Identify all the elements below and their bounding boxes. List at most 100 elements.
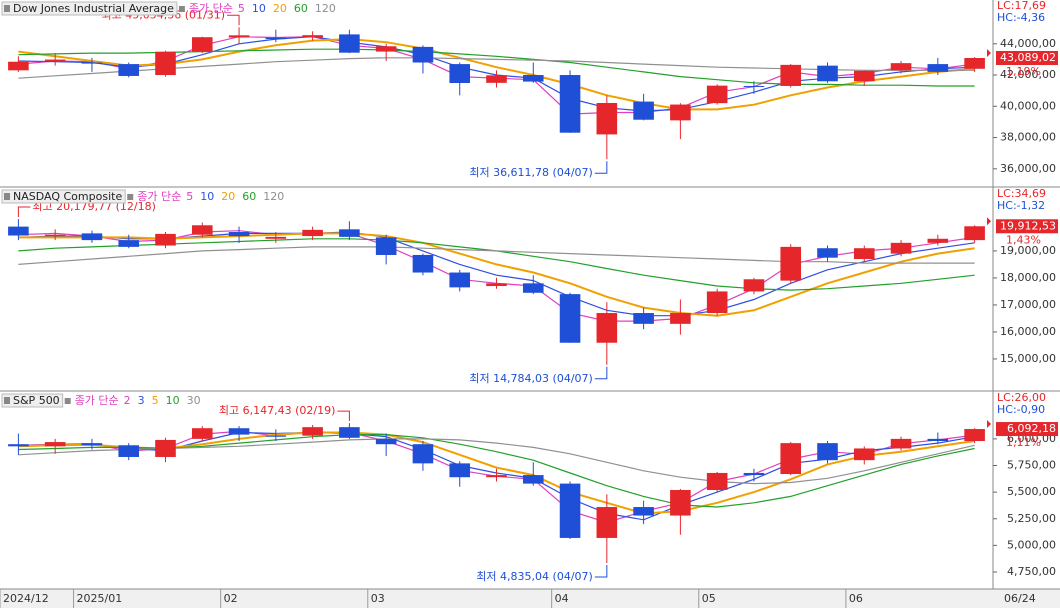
low-arrow: [594, 161, 608, 174]
candle-body: [853, 448, 875, 461]
panel-title: S&P 500: [13, 394, 60, 407]
candle-body: [81, 62, 103, 64]
low-annotation: 최저 36,611,78 (04/07): [469, 166, 593, 179]
candle-body: [780, 64, 802, 86]
last-marker: [987, 49, 991, 58]
candle-body: [559, 483, 581, 538]
candle-body: [302, 229, 323, 237]
last-price-label: 43,089,02: [1000, 51, 1056, 64]
last-marker: [987, 420, 991, 429]
low-arrow: [594, 366, 608, 380]
candle-body: [8, 61, 29, 71]
candle-body: [743, 279, 765, 292]
candle-body: [522, 75, 544, 82]
candle-body: [522, 475, 544, 484]
candle-body: [817, 443, 838, 461]
y-tick-label: 40,000,00: [1000, 99, 1056, 112]
y-tick-label: 5,000,00: [1007, 538, 1056, 551]
candle-body: [412, 46, 434, 63]
legend-entry: 5: [152, 394, 159, 407]
lc-label: LC:17,69: [997, 0, 1046, 12]
candle-body: [522, 283, 544, 293]
low-annotation: 최저 14,784,03 (04/07): [469, 372, 593, 385]
candle-body: [375, 237, 397, 255]
legend-entry: 3: [138, 394, 145, 407]
legend-entry: 120: [263, 190, 284, 203]
y-tick-label: 16,000,00: [1000, 325, 1056, 338]
high-arrow: [337, 410, 350, 422]
candle-body: [118, 64, 140, 76]
legend-icon: [127, 194, 134, 200]
candle-body: [228, 35, 250, 38]
y-tick-label: 36,000,00: [1000, 162, 1056, 175]
x-tick-label: 04: [555, 592, 569, 605]
last-price-box: [996, 422, 1058, 437]
y-tick-label: 5,750,00: [1007, 459, 1056, 472]
moving-average: [18, 431, 975, 515]
candle-body: [375, 46, 397, 52]
candle-body: [155, 439, 176, 457]
candle-body: [780, 443, 802, 475]
lc-label: LC:34,69: [997, 187, 1046, 200]
y-tick-label: 4,750,00: [1007, 565, 1056, 578]
title-icon: [4, 397, 10, 404]
candle-body: [449, 463, 471, 478]
title-icon: [4, 193, 10, 200]
legend-entry: 10: [252, 2, 266, 15]
legend-prefix: 종가 단순: [189, 2, 233, 15]
high-annotation: 최고 6,147,43 (02/19): [219, 404, 336, 417]
y-tick-label: 19,000,00: [1000, 244, 1056, 257]
candle-body: [559, 75, 581, 133]
y-tick-label: 15,000,00: [1000, 352, 1056, 365]
x-tick-label: 2024/12: [3, 592, 49, 605]
hc-label: HC:-4,36: [997, 11, 1045, 24]
candle-body: [339, 427, 360, 438]
y-tick-label: 18,000,00: [1000, 271, 1056, 284]
high-arrow: [17, 206, 31, 218]
legend-prefix: 종가 단순: [137, 190, 181, 203]
change-label: 1,19%: [1006, 65, 1041, 78]
last-price-label: 6,092,18: [1007, 422, 1056, 435]
candle-body: [265, 236, 287, 239]
title-box: [1, 1, 178, 16]
title-box: [1, 393, 64, 408]
candle-body: [449, 64, 471, 83]
candle-body: [44, 234, 66, 237]
candle-body: [265, 435, 287, 437]
hc-label: HC:-0,90: [997, 403, 1045, 416]
candle-body: [743, 85, 765, 87]
candle-body: [8, 444, 29, 447]
candle-body: [670, 313, 691, 324]
candle-body: [265, 37, 287, 40]
last-price-label: 19,912,53: [1000, 219, 1056, 232]
candle-body: [449, 272, 471, 288]
candle-body: [927, 238, 949, 243]
legend-entry: 5: [186, 190, 193, 203]
y-tick-label: 5,500,00: [1007, 485, 1056, 498]
y-tick-label: 5,250,00: [1007, 512, 1056, 525]
candle-body: [596, 507, 618, 538]
candle-body: [155, 233, 176, 246]
legend-icon: [64, 398, 71, 404]
candle-body: [780, 246, 802, 281]
candle-body: [44, 442, 66, 447]
legend-icon: [178, 6, 185, 12]
candle-body: [339, 34, 360, 53]
candle-body: [596, 103, 618, 135]
candle-body: [633, 313, 654, 324]
candle-body: [302, 427, 323, 436]
candle-body: [486, 75, 507, 83]
y-tick-label: 38,000,00: [1000, 131, 1056, 144]
high-arrow: [227, 14, 240, 26]
candle-body: [927, 64, 949, 72]
candle-body: [670, 490, 691, 516]
candle-body: [817, 248, 838, 258]
candle-body: [890, 242, 912, 254]
title-icon: [4, 5, 10, 12]
moving-average: [18, 38, 975, 111]
candle-body: [817, 65, 838, 82]
last-price-box: [996, 51, 1058, 66]
lc-label: LC:26,00: [997, 391, 1046, 404]
candle-body: [743, 472, 765, 476]
candle-body: [964, 429, 985, 441]
